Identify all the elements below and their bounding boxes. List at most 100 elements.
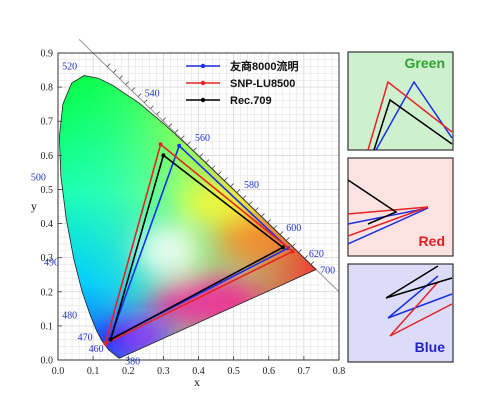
- legend-marker-0: [200, 63, 206, 69]
- x-axis-title: x: [194, 375, 200, 389]
- y-tick-label: 0.9: [41, 49, 54, 60]
- zoom-line-0: [387, 275, 453, 319]
- locus-tick: [137, 93, 142, 97]
- y-tick-label: 0.6: [41, 151, 54, 162]
- wavelength-label: 470: [78, 332, 93, 343]
- locus-tick: [261, 213, 265, 217]
- zoom-line-1: [389, 281, 453, 337]
- locus-tick: [150, 105, 154, 109]
- gamut-vertex-1: [103, 341, 108, 346]
- locus-tick: [255, 207, 259, 211]
- x-tick-label: 0.7: [298, 366, 311, 377]
- locus-tick: [242, 195, 247, 199]
- y-tick-label: 0.3: [41, 253, 54, 264]
- locus-tick: [174, 129, 179, 133]
- locus-tick-marks: [106, 63, 315, 265]
- gamut-triangle-2: [109, 153, 285, 342]
- wavelength-label: 480: [62, 311, 77, 322]
- y-tick-label: 0.7: [41, 117, 54, 128]
- zoom-panel-red: Red: [347, 157, 454, 257]
- gamut-vertex-1: [290, 249, 295, 254]
- y-tick-label: 0.4: [41, 219, 54, 230]
- locus-tick: [267, 219, 271, 223]
- wavelength-label: 600: [286, 223, 301, 234]
- wavelength-label: 620: [309, 249, 324, 260]
- wavelength-label: 500: [31, 172, 46, 183]
- gamut-vertex-0: [177, 143, 182, 148]
- x-tick-label: 0.5: [227, 366, 240, 377]
- zoom-panel-green: Green: [347, 51, 454, 151]
- locus-tick: [236, 189, 241, 193]
- locus-tick: [205, 159, 210, 163]
- zoom-line-1: [348, 206, 429, 237]
- zoom-panel-lines: [385, 265, 453, 337]
- zoom-panel-title: Green: [405, 55, 445, 71]
- x-tick-label: 0.4: [192, 366, 205, 377]
- wavelength-label: 490: [44, 257, 59, 268]
- legend-marker-1: [200, 80, 206, 86]
- zoom-panel-lines: [367, 80, 453, 150]
- zoom-panel-blue: Blue: [347, 263, 454, 363]
- locus-tick: [168, 123, 173, 127]
- legend-label-2: Rec.709: [230, 95, 272, 107]
- gamut-triangle-0: [108, 144, 290, 342]
- gamut-vertex-2: [161, 153, 166, 158]
- axis-ticks: 0.0 0.1 0.2 0.3 0.4 0.5 0.6 0.7 0.8 0.0 0.1 0.2 0.3 0…: [41, 49, 346, 378]
- locus-tick: [218, 171, 222, 175]
- wavelength-label: 540: [145, 89, 160, 100]
- zoom-line-0: [348, 207, 429, 245]
- y-tick-label: 0.1: [41, 321, 54, 332]
- zoom-line-1: [367, 80, 453, 150]
- wavelength-label: 560: [195, 133, 210, 144]
- zoom-line-2: [373, 98, 453, 150]
- locus-tick: [162, 117, 166, 121]
- gamut-vertex-1: [158, 142, 163, 147]
- zoom-panel-frame: [347, 157, 454, 257]
- zoom-panel-title: Blue: [415, 339, 446, 355]
- locus-tick: [156, 111, 160, 115]
- x-tick-label: 0.0: [52, 366, 65, 377]
- zoom-line-2: [385, 265, 453, 299]
- y-tick-label: 0.0: [41, 356, 54, 367]
- gamut-triangle-1: [104, 143, 295, 346]
- x-tick-label: 0.6: [263, 366, 276, 377]
- wavelength-label: 580: [244, 180, 259, 191]
- zoom-panel-frame: [347, 51, 454, 151]
- zoom-panels: Green Red Blue: [347, 51, 454, 363]
- wavelength-label: 520: [62, 62, 77, 73]
- zoom-line-2: [348, 179, 398, 225]
- locus-tick: [187, 141, 191, 145]
- locus-tick: [304, 255, 308, 259]
- locus-tick: [211, 165, 216, 169]
- locus-tick: [310, 261, 315, 265]
- zoom-panel-title: Red: [419, 233, 445, 249]
- x-tick-label: 0.3: [157, 366, 170, 377]
- locus-tick: [106, 63, 111, 67]
- locus-tick: [125, 81, 129, 85]
- y-tick-label: 0.2: [41, 287, 54, 298]
- wavelength-label: 700: [320, 266, 335, 277]
- zoom-line-0: [375, 80, 453, 150]
- locus-tick: [230, 183, 234, 187]
- white-blob: [136, 224, 197, 277]
- x-tick-label: 0.2: [122, 366, 135, 377]
- locus-tick: [273, 225, 278, 229]
- wavelength-label: 380: [125, 356, 140, 367]
- x-tick-label: 0.8: [333, 366, 346, 377]
- legend-marker-2: [200, 97, 206, 103]
- locus-tick: [285, 237, 290, 241]
- locus-tick: [298, 249, 302, 253]
- legend: 友商8000流明 SNP-LU8500 Rec.709: [186, 59, 298, 107]
- x-tick-label: 0.1: [87, 366, 100, 377]
- locus-tick: [248, 201, 253, 205]
- locus-tick: [181, 135, 185, 139]
- legend-label-1: SNP-LU8500: [230, 78, 295, 90]
- spectral-locus-outline: [58, 75, 317, 359]
- locus-tick: [119, 75, 123, 79]
- y-tick-label: 0.8: [41, 83, 54, 94]
- locus-tick: [292, 243, 296, 247]
- locus-tick: [131, 87, 136, 91]
